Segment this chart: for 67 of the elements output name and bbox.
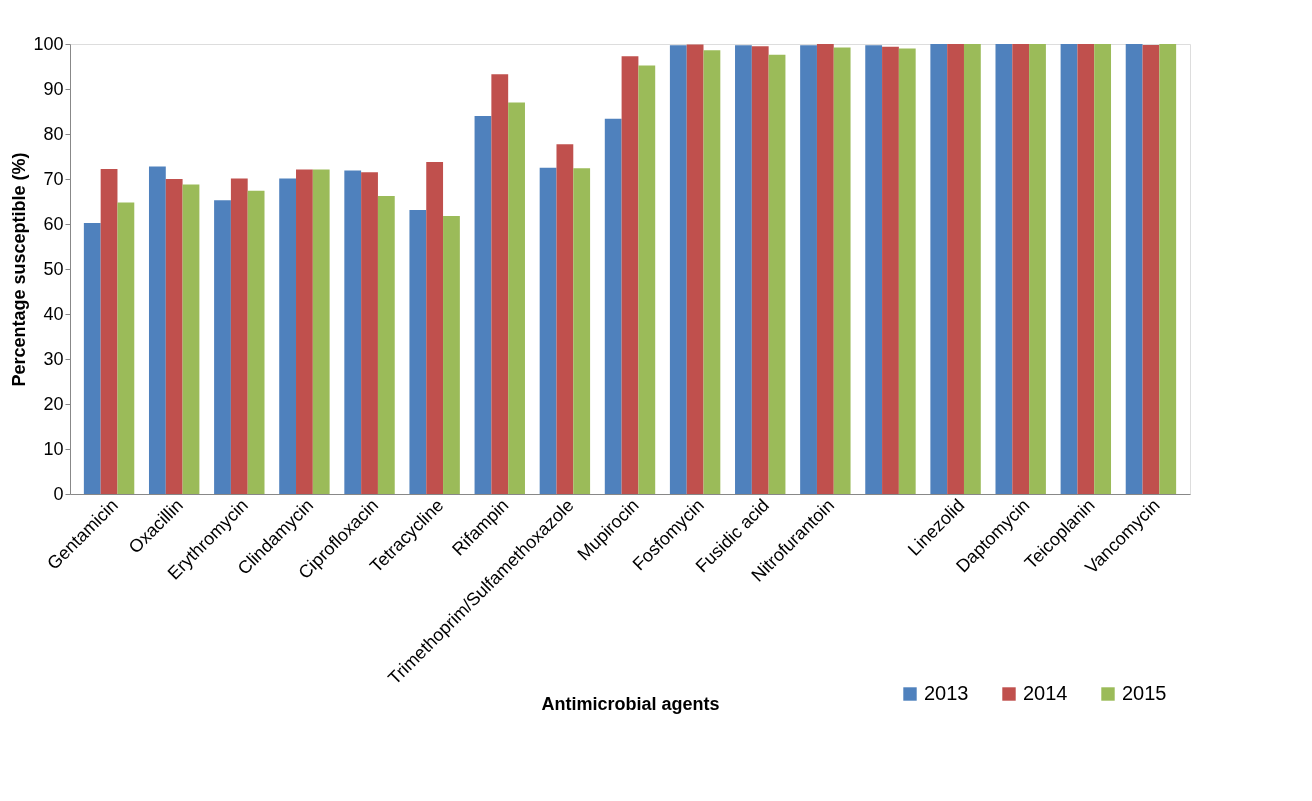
bar xyxy=(230,178,248,494)
bar xyxy=(214,200,231,494)
bar xyxy=(83,223,101,494)
y-tick-label: 70 xyxy=(43,168,64,189)
bar xyxy=(491,74,509,494)
y-tick-label: 10 xyxy=(43,438,64,459)
y-tick-label: 60 xyxy=(43,213,64,234)
bar xyxy=(443,215,460,494)
bar xyxy=(377,196,395,494)
bar xyxy=(963,44,981,494)
bar xyxy=(930,44,948,494)
x-axis-title: Antimicrobial agents xyxy=(541,694,720,715)
bar xyxy=(247,190,265,494)
bar xyxy=(1159,44,1177,494)
bar xyxy=(100,169,118,494)
bar xyxy=(995,44,1013,494)
legend-label: 2015 xyxy=(1122,682,1167,704)
bar xyxy=(117,202,135,494)
bar xyxy=(735,45,752,494)
bar xyxy=(1094,44,1112,494)
bar xyxy=(539,167,557,494)
bar xyxy=(604,118,622,494)
bar xyxy=(638,65,656,494)
bar xyxy=(1060,44,1078,494)
bar xyxy=(409,210,427,494)
bar xyxy=(865,45,883,494)
y-axis-title: Percentage susceptible (%) xyxy=(9,152,30,387)
bar xyxy=(474,116,492,494)
bar xyxy=(800,45,817,494)
bar xyxy=(833,47,851,494)
bar xyxy=(1125,44,1143,494)
bar xyxy=(686,44,704,494)
bar xyxy=(621,56,639,494)
bar xyxy=(751,46,769,494)
bar xyxy=(669,45,687,494)
bar xyxy=(361,172,378,494)
y-tick-label: 50 xyxy=(43,258,64,279)
bar xyxy=(882,46,899,494)
bar xyxy=(1029,44,1046,494)
bar xyxy=(573,168,591,494)
bar xyxy=(1142,44,1160,494)
y-tick-label: 0 xyxy=(53,483,64,504)
bar xyxy=(1012,44,1030,494)
y-tick-label: 80 xyxy=(43,123,64,144)
bar xyxy=(148,166,166,494)
y-tick-label: 40 xyxy=(43,303,64,324)
legend-label: 2013 xyxy=(924,682,969,704)
bar xyxy=(296,169,313,494)
bar xyxy=(947,44,964,494)
bar xyxy=(182,184,200,494)
bar xyxy=(344,170,362,494)
y-tick-label: 90 xyxy=(43,78,64,99)
bar xyxy=(556,144,574,494)
bar xyxy=(165,179,183,494)
bar xyxy=(703,50,721,494)
y-tick-label: 30 xyxy=(43,348,64,369)
bar xyxy=(898,48,916,494)
bar xyxy=(508,102,525,494)
bar xyxy=(1077,44,1095,494)
y-tick-label: 20 xyxy=(43,393,64,414)
bar xyxy=(279,178,297,494)
bar xyxy=(426,161,444,494)
bar xyxy=(312,169,330,494)
y-tick-label: 100 xyxy=(33,33,64,54)
legend-label: 2014 xyxy=(1023,682,1068,704)
bar xyxy=(768,54,786,494)
bar xyxy=(816,44,834,494)
